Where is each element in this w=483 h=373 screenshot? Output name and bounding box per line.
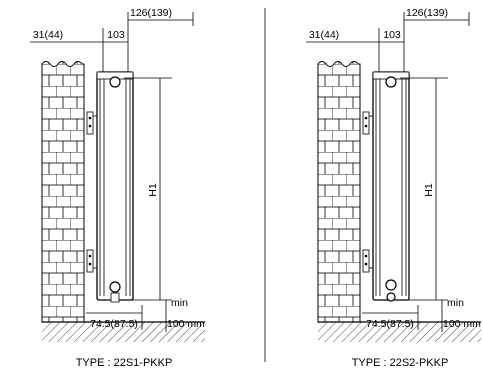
dimension-lines <box>30 12 194 332</box>
dim-overall-label: 126(139) <box>406 7 448 19</box>
dim-floor-label: 100 mm <box>443 318 481 330</box>
dim-depth-label: 103 <box>383 29 401 41</box>
top-valve-icon <box>109 76 121 88</box>
radiator <box>96 71 134 303</box>
dim-depth-label: 103 <box>107 29 125 41</box>
wall-bracket-bottom <box>86 249 97 273</box>
dimension-lines <box>306 12 470 332</box>
brick-wall <box>317 61 361 323</box>
dim-min-label: min <box>171 297 188 309</box>
dim-min-label: min <box>447 297 464 309</box>
top-valve-icon <box>385 76 397 88</box>
panel-22s1: 126(139) 31(44) 103 H1 min 74.5(87.5) 10… <box>30 7 205 369</box>
wall-bracket-top <box>362 111 373 135</box>
dim-wall-gap-label: 31(44) <box>33 29 63 41</box>
dim-height-label: H1 <box>147 183 159 197</box>
dim-wall-gap-label: 31(44) <box>309 29 339 41</box>
type-label: TYPE : 22S2-PKKP <box>352 357 449 369</box>
wall-bracket-bottom <box>362 249 373 273</box>
brick-wall <box>41 61 85 323</box>
dim-height-label: H1 <box>423 183 435 197</box>
radiator <box>372 71 410 302</box>
dim-overall-label: 126(139) <box>130 7 172 19</box>
type-label: TYPE : 22S1-PKKP <box>76 357 173 369</box>
bottom-valve-icon <box>109 281 121 293</box>
dim-floor-label: 100 mm <box>167 318 205 330</box>
wall-bracket-top <box>86 111 97 135</box>
panel-22s2: 126(139) 31(44) 103 H1 min 74.5(87.5) 10… <box>306 7 481 369</box>
bottom-valve-icon <box>386 292 396 302</box>
dim-bottom-offset-label: 74.5(87.5) <box>90 318 138 330</box>
dim-bottom-offset-label: 74.5(87.5) <box>366 318 414 330</box>
floor <box>318 321 481 342</box>
bottom-valve-icon <box>385 279 397 291</box>
floor <box>42 321 205 342</box>
